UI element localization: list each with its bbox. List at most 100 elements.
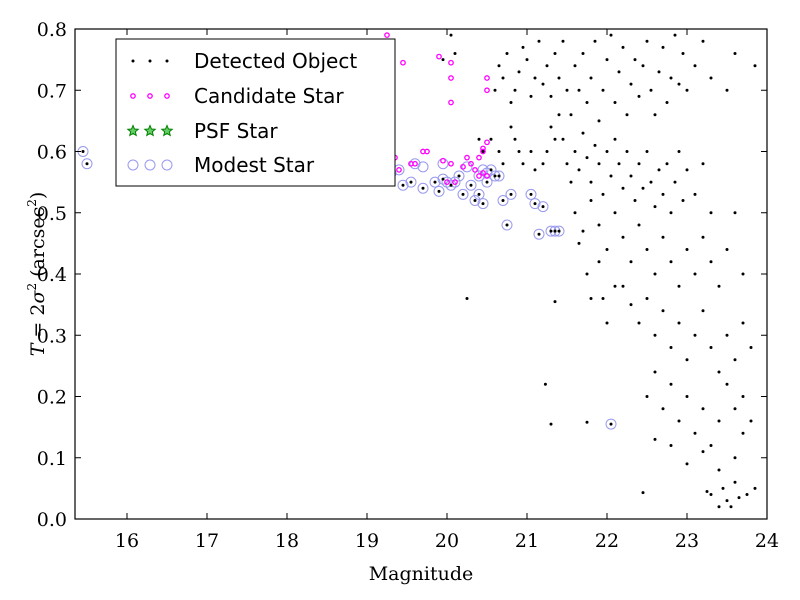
x-tick-label: 24 — [755, 530, 779, 552]
detected-object-point — [541, 205, 545, 209]
detected-object-point — [541, 82, 545, 86]
modest-star-point — [537, 201, 549, 213]
candidate-star-point — [448, 75, 454, 81]
detected-object-point — [741, 431, 745, 435]
detected-object-point — [473, 199, 477, 202]
detected-object-point — [637, 94, 641, 98]
detected-object-point — [621, 235, 625, 239]
detected-object-point — [441, 177, 445, 181]
detected-object-point — [437, 189, 441, 193]
modest-star-point — [449, 176, 461, 188]
detected-object-point — [573, 64, 577, 68]
ticks-layer: 16 17 18 19 20 21 22 23 24 0.0 0.1 0.2 0.3 0.4 0.5 0.6 0… — [37, 19, 779, 552]
detected-object-point — [669, 444, 673, 447]
detected-object-point — [589, 180, 593, 184]
detected-object-point — [529, 150, 533, 153]
detected-object-point — [633, 199, 637, 202]
detected-object-point — [617, 70, 621, 74]
candidate-star-point — [384, 32, 390, 38]
detected-object-point — [601, 297, 605, 300]
detected-object-point — [513, 88, 517, 92]
detected-object-point — [433, 180, 437, 184]
detected-object-point — [749, 419, 753, 423]
detected-object-point — [581, 229, 585, 233]
detected-object-point — [613, 137, 617, 141]
detected-object-point — [657, 70, 661, 74]
y-tick-label: 0.8 — [37, 19, 67, 41]
candidate-star-point — [484, 139, 490, 146]
detected-object-point — [693, 64, 697, 68]
candidate-star-point — [448, 99, 454, 106]
modest-star-point — [429, 176, 441, 188]
detected-object-point — [701, 235, 705, 239]
detected-object-point — [521, 162, 525, 166]
detected-object-point — [553, 52, 557, 55]
detected-object-point — [709, 346, 713, 349]
legend-label-candidate: Candidate Star — [194, 84, 344, 108]
detected-object-point — [449, 33, 453, 37]
candidate-star-point — [476, 154, 482, 161]
y-label-t: T — [27, 342, 49, 356]
detected-object-point — [673, 33, 677, 37]
y-label-exp2: 2 — [25, 199, 39, 207]
detected-object-point — [477, 192, 481, 196]
modest-star-point — [437, 173, 449, 185]
x-axis-label: Magnitude — [369, 563, 474, 585]
modest-star-point — [405, 176, 417, 188]
detected-object-point — [421, 186, 425, 190]
detected-object-point — [741, 395, 745, 398]
detected-object-point — [617, 162, 621, 166]
detected-object-point — [725, 248, 729, 251]
detected-object-point — [725, 88, 729, 92]
detected-object-point — [533, 168, 537, 172]
detected-object-point — [637, 223, 641, 227]
detected-object-point — [581, 131, 585, 135]
detected-object-point — [685, 358, 689, 362]
detected-object-point — [613, 211, 617, 215]
detected-object-point — [493, 174, 497, 178]
detected-object-point — [489, 168, 493, 172]
detected-object-point — [481, 150, 485, 153]
detected-object-point — [505, 52, 509, 55]
legend-candidate-marker — [147, 93, 153, 99]
candidate-star-point — [484, 87, 490, 94]
detected-object-point — [549, 229, 553, 233]
detected-object-point — [621, 284, 625, 288]
detected-object-point — [561, 137, 565, 141]
detected-object-point — [701, 39, 705, 43]
detected-object-point — [573, 150, 577, 153]
y-tick-label: 0.4 — [37, 264, 67, 286]
modest-star-point — [481, 176, 493, 188]
detected-object-point — [497, 174, 501, 178]
detected-object-point — [577, 88, 581, 92]
detected-object-point — [661, 309, 665, 313]
detected-object-point — [501, 76, 505, 80]
modest-star-point — [525, 188, 537, 200]
detected-object-point — [449, 183, 453, 187]
modest-star-point — [461, 161, 473, 173]
detected-object-point — [685, 248, 689, 251]
detected-object-point — [709, 444, 713, 447]
legend-candidate-marker — [130, 93, 136, 99]
detected-object-point — [637, 162, 641, 166]
detected-object-point — [509, 101, 513, 104]
legend-ring-marker — [127, 159, 139, 171]
legend-star-marker — [160, 124, 174, 137]
detected-object-point — [521, 45, 525, 49]
detected-object-point — [565, 162, 569, 166]
detected-object-point — [653, 205, 657, 209]
detected-object-point — [581, 52, 585, 55]
detected-object-point — [701, 450, 705, 454]
candidate-star-point — [476, 173, 482, 179]
detected-object-point — [453, 52, 457, 55]
detected-object-point — [661, 407, 665, 411]
modest-star-point — [473, 170, 485, 182]
detected-object-point — [661, 235, 665, 239]
detected-object-point — [517, 150, 521, 153]
y-tick-label: 0.3 — [37, 325, 67, 347]
detected-object-point — [493, 88, 497, 92]
detected-object-point — [613, 284, 617, 288]
detected-object-point — [633, 58, 637, 62]
detected-object-point — [545, 64, 549, 68]
modest-star-point — [441, 176, 453, 188]
